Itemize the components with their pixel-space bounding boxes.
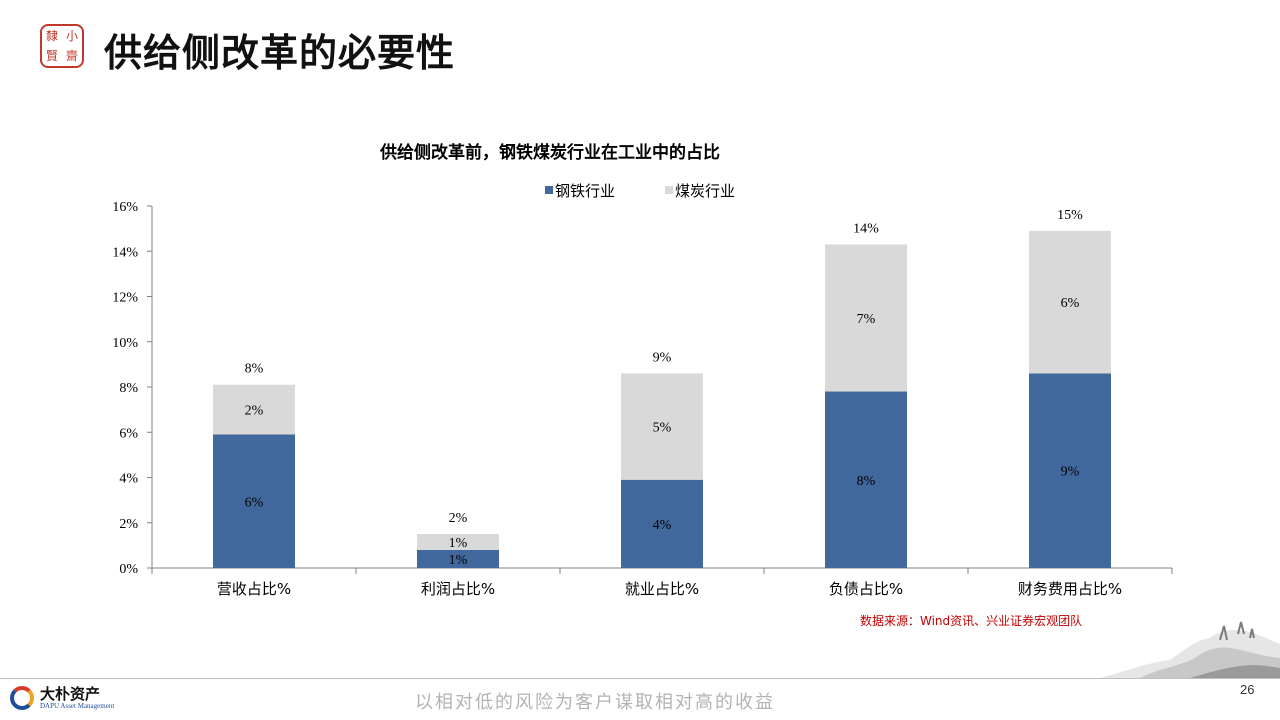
total-label: 14% [853,221,879,236]
stamp-char: 齋 [65,49,78,63]
bar-segment [213,434,295,568]
y-tick-label: 8% [119,381,138,396]
data-label: 6% [1061,296,1080,311]
data-label: 2% [245,404,264,419]
y-tick-label: 0% [119,562,138,577]
logo-ring-icon [10,686,34,710]
total-label: 2% [449,511,468,526]
data-label: 7% [857,312,876,327]
y-tick-label: 2% [119,517,138,532]
page-number: 26 [1240,682,1255,697]
y-tick-label: 10% [112,336,138,351]
footer-slogan: 以相对低的风险为客户谋取相对高的收益 [415,692,775,713]
y-tick-label: 6% [119,426,138,441]
bar-segment [1029,373,1111,568]
category-label: 财务费用占比% [1018,580,1122,598]
stamp-char: 隸 [45,29,58,43]
legend-swatch [665,186,673,194]
legend-label: 煤炭行业 [675,182,735,200]
legend-swatch [545,186,553,194]
seal-stamp: 隸 小 賢 齋 [40,24,84,68]
bar-segment [1029,230,1111,374]
bar-segment [825,244,907,392]
stamp-char: 賢 [45,49,58,63]
data-label: 6% [245,495,264,510]
legend-label: 钢铁行业 [555,182,615,200]
y-tick-label: 4% [119,472,138,487]
footer-divider [0,678,1280,679]
chart-title: 供给侧改革前，钢铁煤炭行业在工业中的占比 [380,143,720,163]
category-label: 负债占比% [829,580,903,598]
data-source-note: 数据来源：Wind资讯、兴业证券宏观团队 [860,614,1083,628]
data-label: 8% [857,474,876,489]
bar-segment [825,391,907,568]
data-label: 9% [1061,465,1080,480]
logo-name: 大朴资产 [40,684,101,703]
company-logo: 大朴资产 DAPU Asset Management [10,686,114,710]
y-tick-label: 16% [112,200,138,215]
stacked-bar-chart: 0% 2% 4% 6% 8% 10% 12% 14% 16% 6% 2% 8% 营收占比% 1% 1% 2% 利… [112,182,1173,598]
category-label: 利润占比% [421,580,495,598]
bar-segment [213,384,295,435]
y-tick-label: 12% [112,291,138,306]
page-title: 供给侧改革的必要性 [104,31,456,75]
bar-segment [621,479,703,568]
category-label: 营收占比% [217,580,291,598]
total-label: 8% [245,362,264,377]
logo-english-name: DAPU Asset Management [40,701,115,710]
total-label: 9% [653,350,672,365]
data-label: 1% [449,536,468,551]
ink-landscape-decoration [1100,621,1280,678]
bar-segment [417,549,499,568]
data-label: 4% [653,518,672,533]
bar-segment [417,534,499,550]
stamp-char: 小 [65,29,78,43]
bar-segment [621,373,703,480]
data-label: 1% [449,553,468,568]
data-label: 5% [653,421,672,436]
y-tick-label: 14% [112,245,138,260]
category-label: 就业占比% [625,580,699,598]
total-label: 15% [1057,208,1083,223]
